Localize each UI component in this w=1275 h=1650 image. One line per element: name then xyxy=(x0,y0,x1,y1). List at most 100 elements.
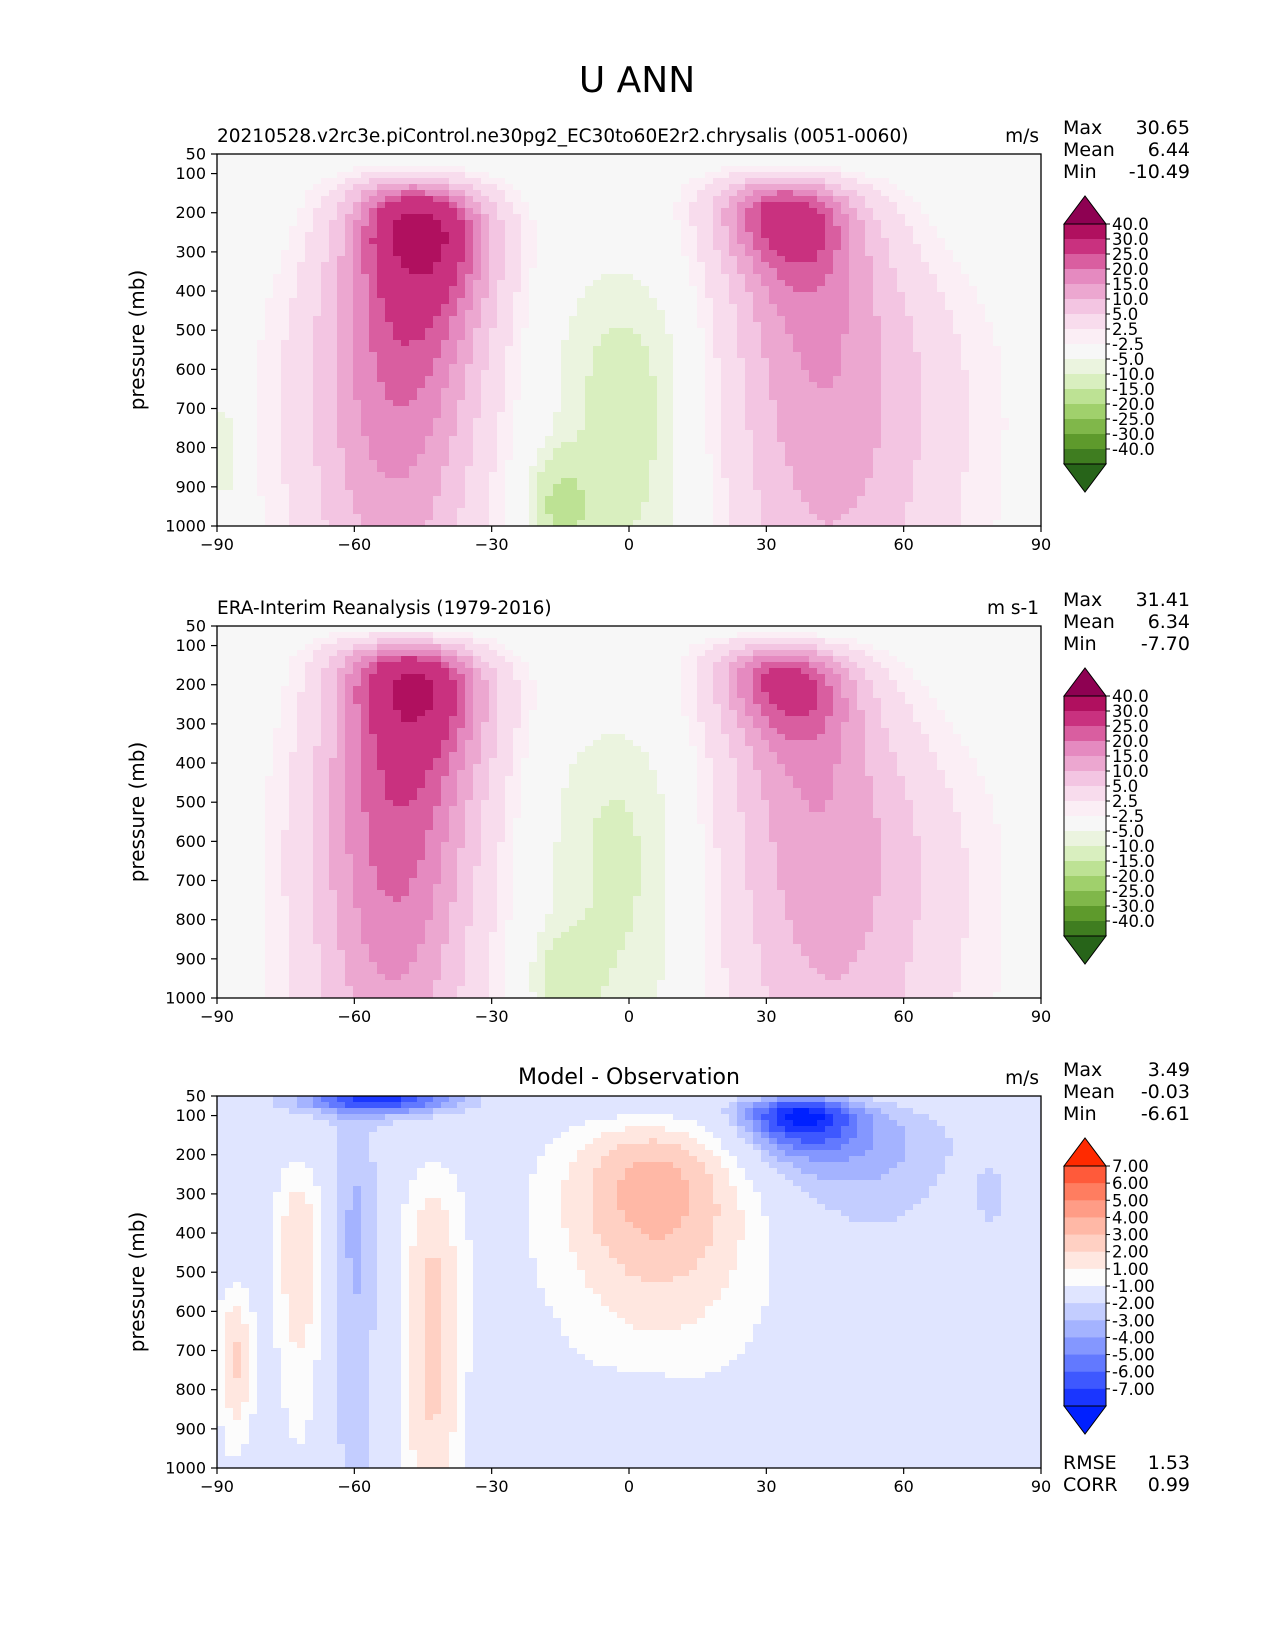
field-cell xyxy=(873,340,882,347)
field-cell xyxy=(345,178,354,185)
field-cell xyxy=(1033,424,1042,431)
field-cell xyxy=(1017,202,1026,209)
field-cell xyxy=(745,196,754,203)
field-cell xyxy=(889,322,898,329)
field-cell xyxy=(729,412,738,419)
field-cell xyxy=(1033,292,1042,299)
field-cell xyxy=(1001,244,1010,251)
field-cell xyxy=(761,400,770,407)
field-cell xyxy=(425,400,434,407)
field-cell xyxy=(273,208,282,215)
field-cell xyxy=(281,328,290,335)
field-cell xyxy=(801,406,810,413)
field-cell xyxy=(769,280,778,287)
field-cell xyxy=(969,274,978,281)
field-cell xyxy=(265,292,274,299)
field-cell xyxy=(385,178,394,185)
field-cell xyxy=(457,412,466,419)
field-cell xyxy=(385,208,394,215)
field-cell xyxy=(617,406,626,413)
field-cell xyxy=(329,244,338,251)
field-cell xyxy=(481,160,490,167)
field-cell xyxy=(417,208,426,215)
field-cell xyxy=(465,262,474,269)
field-cell xyxy=(289,388,298,395)
field-cell xyxy=(233,430,242,437)
field-cell xyxy=(409,286,418,293)
field-cell xyxy=(265,154,274,161)
field-cell xyxy=(281,370,290,377)
field-cell xyxy=(761,346,770,353)
field-cell xyxy=(921,274,930,281)
field-cell xyxy=(361,328,370,335)
field-cell xyxy=(473,256,482,263)
field-cell xyxy=(289,250,298,257)
field-cell xyxy=(705,238,714,245)
field-cell xyxy=(1033,400,1042,407)
field-cell xyxy=(769,232,778,239)
field-cell xyxy=(745,238,754,245)
field-cell xyxy=(433,262,442,269)
field-cell xyxy=(521,358,530,365)
field-cell xyxy=(625,442,634,449)
field-cell xyxy=(513,196,522,203)
field-cell xyxy=(329,436,338,443)
field-cell xyxy=(609,340,618,347)
field-cell xyxy=(513,358,522,365)
field-cell xyxy=(313,274,322,281)
field-cell xyxy=(473,238,482,245)
field-cell xyxy=(369,406,378,413)
field-cell xyxy=(537,274,546,281)
field-cell xyxy=(857,190,866,197)
field-cell xyxy=(665,298,674,305)
field-cell xyxy=(521,184,530,191)
field-cell xyxy=(1001,280,1010,287)
field-cell xyxy=(673,268,682,275)
field-cell xyxy=(337,262,346,269)
field-cell xyxy=(289,226,298,233)
field-cell xyxy=(473,442,482,449)
field-cell xyxy=(409,334,418,341)
field-cell xyxy=(825,376,834,383)
field-cell xyxy=(313,214,322,221)
field-cell xyxy=(353,280,362,287)
field-cell xyxy=(681,250,690,257)
field-cell xyxy=(409,316,418,323)
field-cell xyxy=(305,370,314,377)
field-cell xyxy=(377,442,386,449)
field-cell xyxy=(521,418,530,425)
field-cell xyxy=(329,286,338,293)
field-cell xyxy=(1025,304,1034,311)
field-cell xyxy=(985,430,994,437)
field-cell xyxy=(905,358,914,365)
field-cell xyxy=(849,166,858,173)
field-cell xyxy=(833,406,842,413)
field-cell xyxy=(513,364,522,371)
field-cell xyxy=(841,262,850,269)
field-cell xyxy=(745,280,754,287)
field-cell xyxy=(497,268,506,275)
field-cell xyxy=(681,298,690,305)
field-cell xyxy=(417,154,426,161)
field-cell xyxy=(593,208,602,215)
field-cell xyxy=(233,154,242,161)
field-cell xyxy=(337,322,346,329)
field-cell xyxy=(233,214,242,221)
field-cell xyxy=(569,190,578,197)
field-cell xyxy=(841,328,850,335)
field-cell xyxy=(873,190,882,197)
field-cell xyxy=(489,232,498,239)
field-cell xyxy=(545,358,554,365)
field-cell xyxy=(273,442,282,449)
field-cell xyxy=(305,178,314,185)
field-cell xyxy=(929,394,938,401)
field-cell xyxy=(305,232,314,239)
field-cell xyxy=(377,328,386,335)
field-cell xyxy=(265,202,274,209)
field-cell xyxy=(761,406,770,413)
field-cell xyxy=(977,214,986,221)
field-cell xyxy=(697,430,706,437)
field-cell xyxy=(953,322,962,329)
field-cell xyxy=(1017,382,1026,389)
field-cell xyxy=(553,304,562,311)
